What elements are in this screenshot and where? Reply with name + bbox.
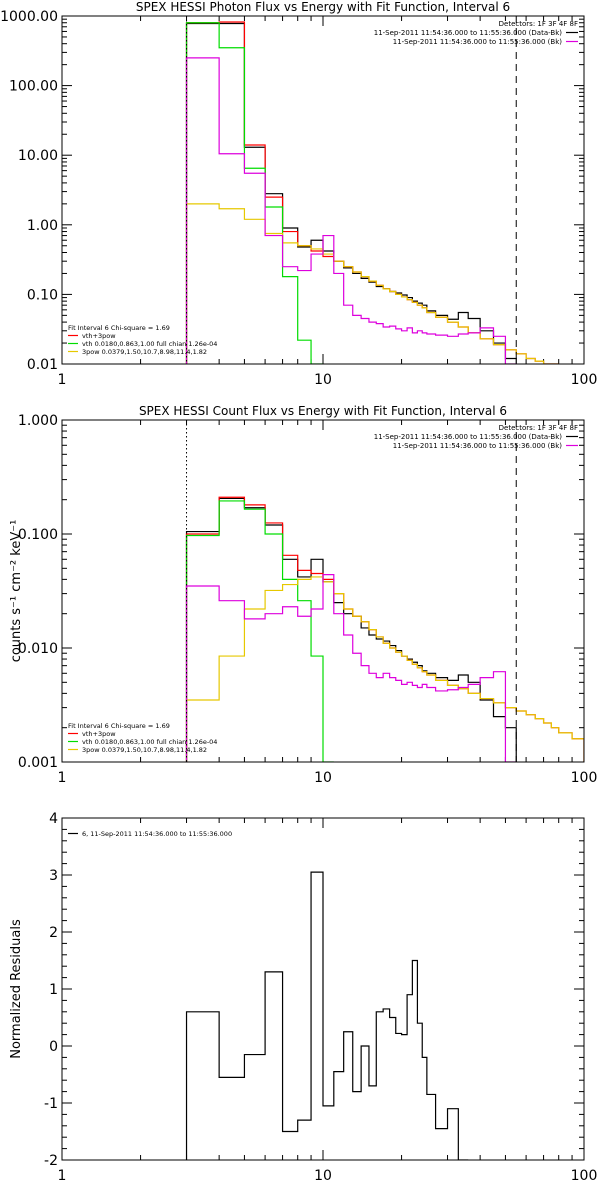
- y-axis-label: Normalized Residuals: [9, 919, 24, 1059]
- series-group: [185, 496, 584, 762]
- series-group: [185, 21, 559, 364]
- x-tick-label: 100: [571, 372, 598, 388]
- x-tick-label: 10: [314, 770, 332, 786]
- y-axis: -2 -1 0 1 2 3 4: [44, 811, 584, 1169]
- y-tick-label: 10.00: [18, 148, 58, 164]
- legend-right-entry: 11-Sep-2011 11:54:36.000 to 11:55:36.000…: [374, 29, 563, 37]
- y-axis: 0.001 0.010 0.100 1.000: [18, 413, 584, 771]
- y-axis: 0.01 0.10 1.00 10.00 100.00 1000.00: [0, 9, 584, 373]
- legend-detectors: Detectors: 1F 3F 4F 8F: [499, 424, 578, 432]
- legend-right-entry: 11-Sep-2011 11:54:36.000 to 11:55:36.000…: [374, 433, 563, 441]
- y-tick-label: 0.10: [27, 287, 58, 303]
- x-tick-label: 1: [58, 372, 67, 388]
- chart-photon: SPEX HESSI Photon Flux vs Energy with Fi…: [0, 0, 597, 388]
- y-tick-label: 0: [49, 1039, 58, 1055]
- series-3pow: [185, 576, 584, 762]
- x-tick-label: 100: [571, 1168, 598, 1184]
- y-tick-label: -1: [44, 1096, 58, 1112]
- x-axis: 1 10 100: [58, 16, 598, 388]
- series-background: [185, 574, 517, 762]
- y-tick-label: 0.010: [18, 641, 58, 657]
- x-tick-label: 100: [571, 770, 598, 786]
- series-6-11-sep-2011-11-54-36-000-to-11-55-36-000: [185, 871, 469, 1160]
- legend-left-entry: vth 0.0180,0.863,1.00 full chian 1.26e-0…: [82, 340, 217, 348]
- series-vth: [185, 500, 334, 762]
- y-axis-label: counts s⁻¹ cm⁻² keV⁻¹: [9, 520, 24, 663]
- y-tick-label: 4: [49, 811, 58, 827]
- series-data: [185, 22, 517, 364]
- y-tick-label: 3: [49, 868, 58, 884]
- legend-left-entry: 6, 11-Sep-2011 11:54:36.000 to 11:55:36.…: [82, 830, 232, 838]
- plot-frame: [61, 419, 585, 763]
- y-tick-label: 1.000: [18, 413, 58, 429]
- y-tick-label: 1000.00: [0, 9, 58, 25]
- y-tick-label: 0.01: [27, 357, 58, 373]
- plot-frame: [61, 15, 585, 365]
- legend-left-entry: 3pow 0.0379,1.50,10.7,8.98,11.4,1.82: [82, 746, 207, 754]
- legend-right-entry: 11-Sep-2011 11:54:36.000 to 11:55:36.000…: [393, 442, 563, 450]
- x-tick-label: 1: [58, 1168, 67, 1184]
- y-tick-label: 0.100: [18, 527, 58, 543]
- chart-title: SPEX HESSI Photon Flux vs Energy with Fi…: [136, 0, 510, 14]
- x-axis: 1 10 100: [58, 818, 598, 1184]
- series-3pow: [185, 203, 559, 364]
- series-vth-3pow: [185, 496, 584, 762]
- y-tick-label: 2: [49, 925, 58, 941]
- y-tick-label: -2: [44, 1153, 58, 1169]
- chart-title: SPEX HESSI Count Flux vs Energy with Fit…: [139, 404, 507, 418]
- legend-left-entry: Fit Interval 6 Chi-square = 1.69: [68, 722, 170, 730]
- chart-residuals: 1 10 100 -2 -1 0 1 2 3 4 Normalized Residuals 6, 11…: [9, 811, 597, 1184]
- plot-frame: [61, 817, 585, 1161]
- legend-left-entry: 3pow 0.0379,1.50,10.7,8.98,11.4,1.82: [82, 348, 207, 356]
- x-tick-label: 10: [314, 372, 332, 388]
- series-group: [185, 871, 469, 1160]
- legend-detectors: Detectors: 1F 3F 4F 8F: [499, 20, 578, 28]
- y-tick-label: 1.00: [27, 218, 58, 234]
- legend-left-entry: vth 0.0180,0.863,1.00 full chian 1.26e-0…: [82, 738, 217, 746]
- series-vth: [185, 22, 323, 364]
- legend-left-entry: vth+3pow: [82, 730, 116, 738]
- series-data: [185, 497, 517, 762]
- legend-left-entry: Fit Interval 6 Chi-square = 1.69: [68, 324, 170, 332]
- x-tick-label: 1: [58, 770, 67, 786]
- chart-count: SPEX HESSI Count Flux vs Energy with Fit…: [9, 404, 597, 786]
- x-tick-label: 10: [314, 1168, 332, 1184]
- legend-left-entry: vth+3pow: [82, 332, 116, 340]
- legend-right-entry: 11-Sep-2011 11:54:36.000 to 11:55:36.000…: [393, 38, 563, 46]
- series-background: [185, 57, 517, 364]
- y-tick-label: 1: [49, 982, 58, 998]
- y-tick-label: 0.001: [18, 755, 58, 771]
- y-tick-label: 100.00: [9, 79, 58, 95]
- series-vth-3pow: [185, 21, 559, 364]
